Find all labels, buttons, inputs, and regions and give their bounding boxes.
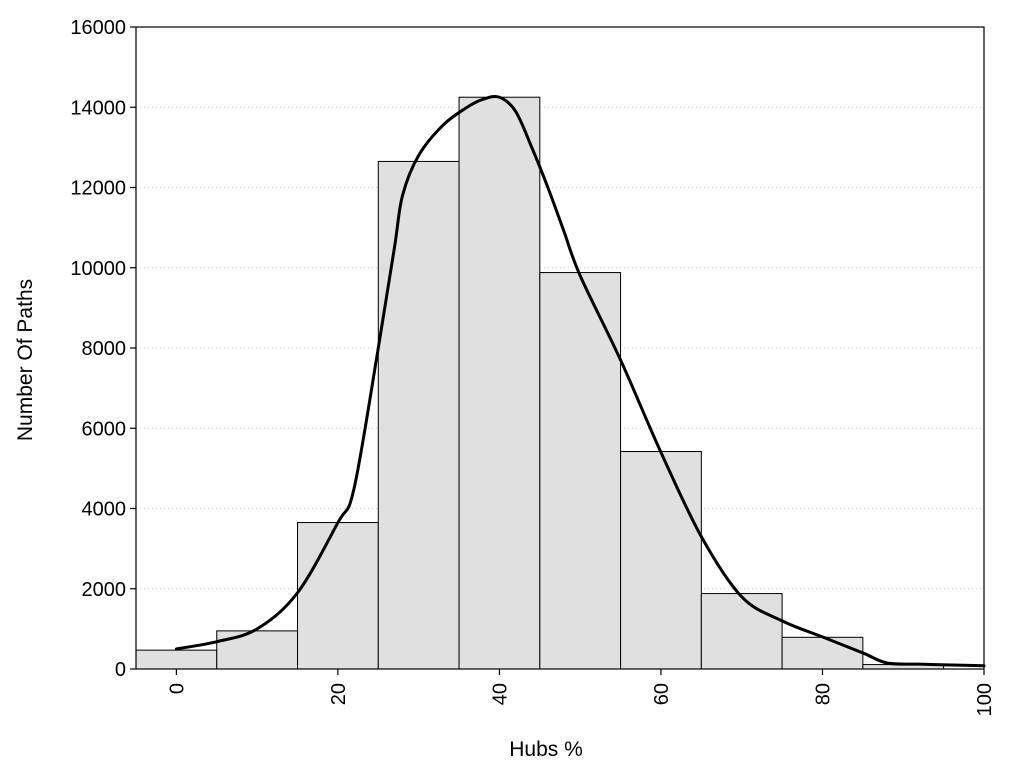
y-axis-ticks: 0 2000 4000 6000 8000 10000 12000 14000 16000 [70, 17, 136, 681]
x-tick-label: 20 [328, 683, 350, 705]
histogram-bar-10 [216, 630, 299, 670]
x-tick-label: 40 [489, 683, 511, 705]
x-tick-label: 0 [166, 683, 188, 694]
y-tick-label: 10000 [70, 258, 126, 280]
histogram-bar-0 [135, 649, 218, 670]
histogram-bar-60 [620, 451, 702, 670]
y-axis-label: Number Of Paths [14, 279, 37, 441]
y-tick-label: 0 [115, 659, 126, 681]
y-tick-label: 2000 [82, 579, 127, 601]
y-tick-label: 12000 [70, 178, 126, 200]
histogram-bar-40 [458, 96, 541, 670]
histogram-bar-70 [700, 593, 783, 670]
x-tick-label: 80 [812, 683, 834, 705]
density-curve-line [174, 94, 986, 668]
x-axis-label: Hubs % [509, 738, 583, 761]
histogram-bars [135, 96, 945, 670]
density-curve [174, 94, 986, 668]
histogram-bar-50 [539, 272, 622, 670]
x-axis-ticks: 0 20 40 60 80 100 [166, 669, 996, 716]
x-tick-label: 100 [974, 683, 996, 716]
histogram-bar-30 [377, 160, 460, 670]
y-tick-label: 8000 [82, 338, 127, 360]
y-tick-label: 16000 [70, 17, 126, 39]
histogram-bar-20 [297, 522, 379, 670]
y-tick-label: 4000 [82, 499, 127, 521]
histogram-bar-80 [781, 636, 864, 670]
x-tick-label: 60 [651, 683, 673, 705]
y-tick-label: 14000 [70, 97, 126, 119]
y-tick-label: 6000 [82, 418, 127, 440]
